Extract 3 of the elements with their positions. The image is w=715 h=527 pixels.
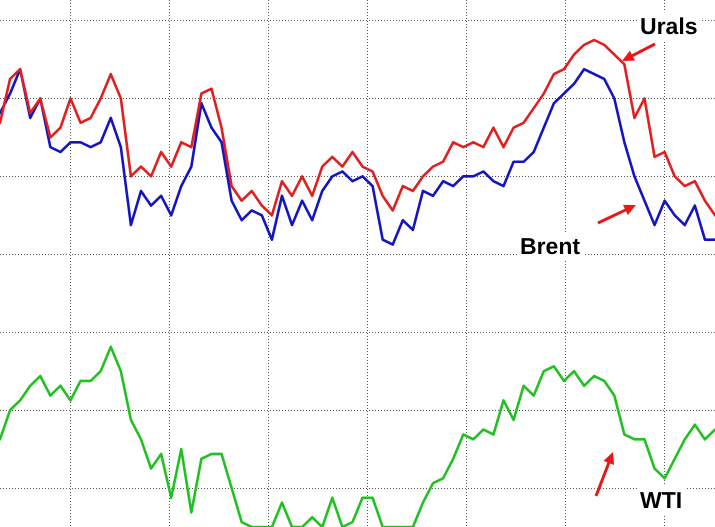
series-label: WTI (640, 487, 682, 513)
series-label: Urals (640, 13, 698, 39)
text: Brent (520, 233, 580, 259)
